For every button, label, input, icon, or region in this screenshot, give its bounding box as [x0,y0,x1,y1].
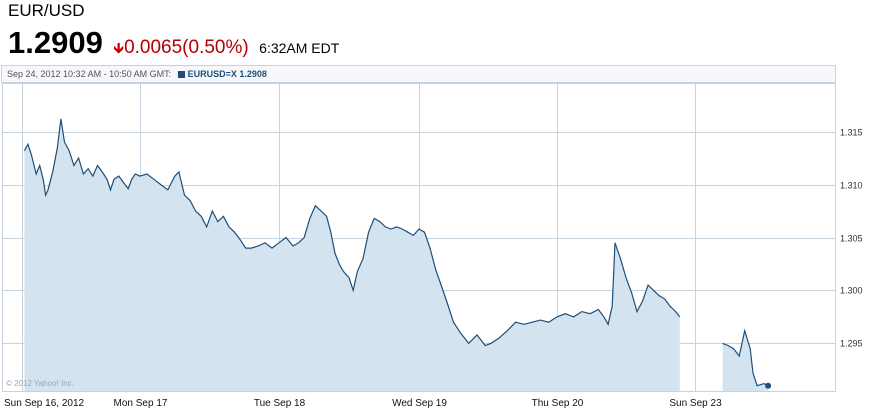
price-chart[interactable]: 1.295 1.300 1.305 1.310 1.315 Sun Sep 16, 20… [0,83,871,409]
down-arrow-icon: 🡻 [113,40,125,57]
series-line [722,328,769,387]
x-tick-label: Wed Sep 19 [392,398,447,409]
quote-change: 0.0065(0.50%) [124,37,249,58]
x-tick-label: Mon Sep 17 [114,398,168,409]
copyright: © 2012 Yahoo! Inc. [6,379,74,388]
y-tick-labels: 1.295 1.300 1.305 1.310 1.315 [840,128,863,349]
series-area [24,118,680,392]
last-point-marker [765,382,772,389]
x-tick-label: Sun Sep 23 [669,398,722,409]
series-area [722,330,769,391]
y-tick-label: 1.305 [840,234,863,244]
quote-row: 1.2909 🡻0.0065(0.50%) 6:32AM EDT [8,25,339,63]
chart-header: Sep 24, 2012 10:32 AM - 10:50 AM GMT: EU… [1,65,836,83]
legend-swatch [177,71,185,79]
x-tick-labels: Sun Sep 16, 2012 Mon Sep 17 Tue Sep 18 Wed … [4,398,722,409]
y-tick-label: 1.310 [840,181,863,191]
y-tick-label: 1.315 [840,128,863,138]
area-layer [24,118,769,392]
y-tick-label: 1.295 [840,339,863,349]
x-tick-label: Sun Sep 16, 2012 [4,398,85,409]
x-tick-label: Tue Sep 18 [254,398,306,409]
y-tick-label: 1.300 [840,286,863,296]
line-layer [23,118,772,389]
chart-range: Sep 24, 2012 10:32 AM - 10:50 AM GMT: [7,69,172,79]
series-line [23,118,681,347]
quote-price: 1.2909 [8,25,103,60]
quote-symbol: EUR/USD [8,1,85,20]
x-tick-label: Thu Sep 20 [532,398,584,409]
quote-time: 6:32AM EDT [259,40,340,56]
legend-entry: EURUSD=X 1.2908 [187,69,267,79]
